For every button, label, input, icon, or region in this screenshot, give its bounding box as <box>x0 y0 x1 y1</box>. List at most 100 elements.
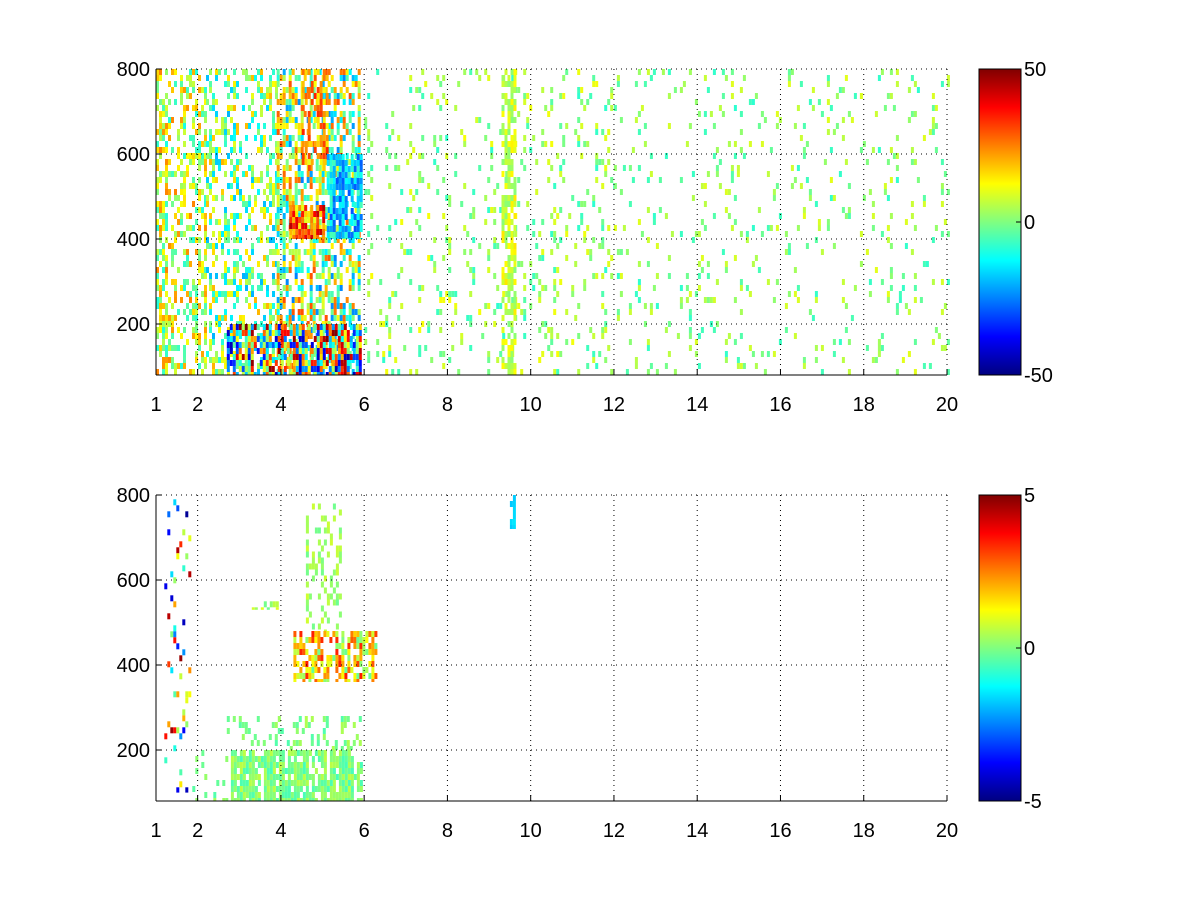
heatmap-cell <box>523 165 527 171</box>
heatmap-cell <box>292 722 296 728</box>
heatmap-cell <box>691 237 695 243</box>
heatmap-cell <box>300 291 304 297</box>
heatmap-cell <box>320 515 324 522</box>
heatmap-cell <box>259 360 263 366</box>
heatmap-cell <box>354 261 358 267</box>
heatmap-cell <box>356 774 360 780</box>
heatmap-cell <box>245 792 249 798</box>
heatmap-cell <box>242 756 246 762</box>
heatmap-cell <box>430 93 434 99</box>
heatmap-cell <box>279 219 283 225</box>
heatmap-cell <box>889 273 893 279</box>
heatmap-cell <box>195 333 198 339</box>
heatmap-cell <box>307 366 311 372</box>
heatmap-cell <box>421 93 425 99</box>
heatmap-cell <box>472 189 476 195</box>
heatmap-cell <box>307 235 311 239</box>
heatmap-cell <box>339 243 343 249</box>
heatmap-cell <box>241 354 245 360</box>
heatmap-cell <box>538 327 542 333</box>
heatmap-cell <box>322 223 326 229</box>
heatmap-cell <box>841 87 845 93</box>
heatmap-cell <box>272 111 275 117</box>
heatmap-cell <box>421 177 425 183</box>
heatmap-cell <box>335 792 339 798</box>
heatmap-cell <box>513 279 517 285</box>
heatmap-cell <box>501 105 505 111</box>
heatmap-cell <box>352 348 356 354</box>
heatmap-cell <box>510 339 514 345</box>
heatmap-cell <box>436 99 440 105</box>
heatmap-cell <box>357 105 361 111</box>
heatmap-cell <box>610 255 614 261</box>
heatmap-cell <box>307 360 311 366</box>
heatmap-cell <box>733 255 737 261</box>
heatmap-cell <box>577 135 581 141</box>
heatmap-cell <box>315 297 319 303</box>
heatmap-cell <box>248 291 251 297</box>
heatmap-cell <box>448 291 452 297</box>
heatmap-cell <box>523 135 527 141</box>
heatmap-cell <box>688 291 692 297</box>
heatmap-cell <box>604 135 608 141</box>
heatmap-cell <box>189 297 192 303</box>
heatmap-cell <box>826 75 830 81</box>
heatmap-cell <box>162 285 165 291</box>
heatmap-cell <box>315 237 319 243</box>
heatmap-cell <box>310 217 314 223</box>
heatmap-cell <box>302 798 306 801</box>
heatmap-cell <box>487 267 491 273</box>
heatmap-cell <box>218 147 221 153</box>
heatmap-cell <box>330 147 334 153</box>
heatmap-cell <box>291 117 295 123</box>
heatmap-cell <box>272 762 276 768</box>
heatmap-cell <box>442 351 446 357</box>
heatmap-cell <box>292 342 296 348</box>
heatmap-cell <box>736 357 740 363</box>
heatmap-cell <box>212 297 215 303</box>
heatmap-cell <box>733 339 737 345</box>
heatmap-cell <box>321 93 325 99</box>
heatmap-cell <box>826 129 830 135</box>
heatmap-cell <box>322 205 326 211</box>
heatmap-cell <box>532 231 536 237</box>
heatmap-cell <box>324 87 328 93</box>
heatmap-cell <box>304 330 308 336</box>
heatmap-cell <box>577 69 581 75</box>
heatmap-cell <box>331 324 335 330</box>
heatmap-cell <box>204 99 207 105</box>
heatmap-cell <box>583 105 587 111</box>
heatmap-cell <box>318 297 322 303</box>
heatmap-cell <box>664 213 668 219</box>
heatmap-cell <box>649 153 653 159</box>
heatmap-cell <box>162 207 165 213</box>
heatmap-cell <box>179 781 183 788</box>
heatmap-cell <box>805 141 809 147</box>
heatmap-cell <box>168 135 171 141</box>
heatmap-cell <box>335 655 339 661</box>
heatmap-cell <box>724 357 728 363</box>
heatmap-cell <box>314 667 318 673</box>
heatmap-cell <box>315 195 319 201</box>
heatmap-cell <box>276 201 280 207</box>
heatmap-cell <box>306 345 310 351</box>
heatmap-cell <box>691 195 695 201</box>
heatmap-cell <box>245 756 249 762</box>
heatmap-cell <box>177 309 180 315</box>
heatmap-cell <box>226 348 230 354</box>
heatmap-cell <box>877 345 881 351</box>
heatmap-cell <box>784 231 788 237</box>
heatmap-cell <box>562 93 566 99</box>
heatmap-cell <box>507 369 511 375</box>
heatmap-cell <box>276 189 280 195</box>
heatmap-cell <box>293 637 297 643</box>
heatmap-cell <box>215 177 218 183</box>
heatmap-cell <box>436 165 440 171</box>
heatmap-cell <box>354 207 358 213</box>
heatmap-cell <box>230 159 233 165</box>
heatmap-cell <box>230 786 234 792</box>
heatmap-cell <box>328 330 332 336</box>
heatmap-cell <box>170 571 174 578</box>
heatmap-cell <box>266 774 270 780</box>
heatmap-cell <box>679 285 683 291</box>
